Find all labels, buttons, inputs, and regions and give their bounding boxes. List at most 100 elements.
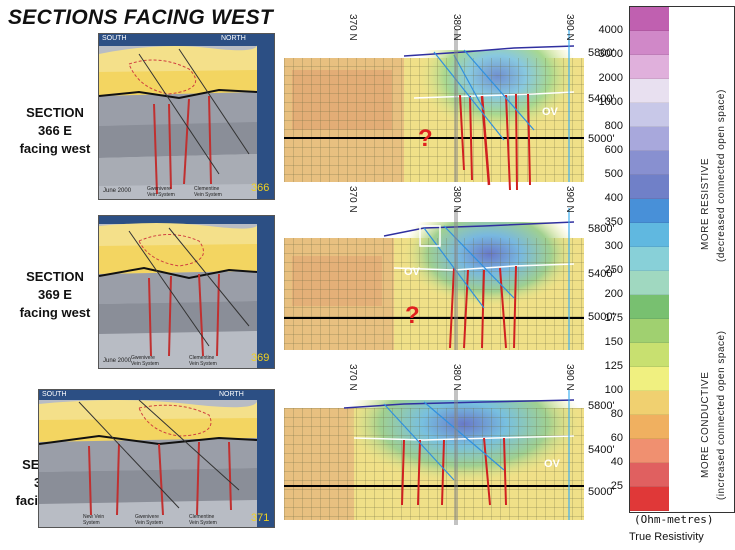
northing-label: 390 N bbox=[564, 186, 575, 213]
legend-swatch bbox=[630, 7, 669, 31]
thumb-date: June 2000 bbox=[103, 188, 132, 194]
northing-label: 370 N bbox=[347, 14, 358, 41]
thumb-south-label: SOUTH bbox=[102, 35, 127, 42]
legend-swatch bbox=[630, 271, 669, 295]
ov-marker: OV bbox=[544, 458, 560, 470]
legend-swatch bbox=[630, 463, 669, 487]
legend-value: 100 bbox=[604, 384, 623, 396]
resistivity-section-369 bbox=[284, 208, 584, 350]
thumb-date: June 2000 bbox=[103, 358, 132, 364]
section-label-line1: SECTION bbox=[26, 269, 84, 284]
elevation-label: 5800' bbox=[588, 47, 615, 59]
section-label-369: SECTION 369 E facing west bbox=[12, 268, 98, 322]
resistive-label-1: MORE RESISTIVE bbox=[700, 157, 711, 250]
legend-value: 40 bbox=[610, 456, 623, 468]
thumb-vein-label: New Vein System bbox=[83, 514, 105, 526]
northing-label: 380 N bbox=[451, 186, 462, 213]
legend-title: True Resistivity bbox=[629, 531, 704, 543]
conductive-label-1: MORE CONDUCTIVE bbox=[700, 371, 711, 478]
legend-swatch bbox=[630, 295, 669, 319]
geology-thumbnail-371: SOUTH NORTH New Vein System Gwenivere Ve… bbox=[38, 389, 275, 528]
northing-label: 390 N bbox=[564, 364, 575, 391]
thumb-north-label: NORTH bbox=[221, 35, 246, 42]
legend-value: 1000 bbox=[598, 96, 623, 108]
resistive-label-2: (decreased connected open space) bbox=[716, 89, 727, 262]
legend-value: 600 bbox=[604, 144, 623, 156]
thumb-number: 369 bbox=[251, 352, 270, 364]
legend-swatch bbox=[630, 175, 669, 199]
legend-value: 350 bbox=[604, 216, 623, 228]
thumb-number: 371 bbox=[251, 512, 270, 524]
legend-swatch bbox=[630, 199, 669, 223]
elevation-label: 5400' bbox=[588, 444, 615, 456]
section-label-366: SECTION 366 E facing west bbox=[12, 104, 98, 158]
legend-value: 250 bbox=[604, 264, 623, 276]
legend-swatch bbox=[630, 103, 669, 127]
ov-marker: OV bbox=[404, 266, 420, 278]
geology-section-drawing bbox=[39, 390, 274, 527]
section-label-line1: SECTION bbox=[26, 105, 84, 120]
legend-swatch bbox=[630, 319, 669, 343]
legend-swatch bbox=[630, 55, 669, 79]
legend-value: 2000 bbox=[598, 72, 623, 84]
legend-value: 175 bbox=[604, 312, 623, 324]
section-label-line3: facing west bbox=[19, 141, 91, 156]
legend-value: 25 bbox=[610, 480, 623, 492]
legend-swatch bbox=[630, 415, 669, 439]
resistivity-section-371 bbox=[284, 390, 584, 525]
question-marker: ? bbox=[405, 302, 420, 329]
northing-label: 370 N bbox=[347, 364, 358, 391]
northing-label: 380 N bbox=[451, 364, 462, 391]
elevation-label: 5000' bbox=[588, 486, 615, 498]
thumb-vein-label: Gwenivere Vein System bbox=[147, 186, 175, 198]
question-marker: ? bbox=[418, 125, 433, 152]
legend-swatch bbox=[630, 367, 669, 391]
legend-value: 300 bbox=[604, 240, 623, 252]
northing-label: 380 N bbox=[451, 14, 462, 41]
thumb-south-label: SOUTH bbox=[42, 391, 67, 398]
legend-swatch bbox=[630, 223, 669, 247]
legend-swatch bbox=[630, 151, 669, 175]
resistivity-section-366 bbox=[284, 30, 584, 190]
thumb-number: 366 bbox=[251, 182, 270, 194]
geology-thumbnail-369: June 2000 Gwenivere Vein System Clementi… bbox=[98, 215, 275, 369]
legend-value: 60 bbox=[610, 432, 623, 444]
thumb-north-label: NORTH bbox=[219, 391, 244, 398]
legend-value: 200 bbox=[604, 288, 623, 300]
legend-value: 800 bbox=[604, 120, 623, 132]
legend-value: 4000 bbox=[598, 24, 623, 36]
section-label-line3: facing west bbox=[19, 305, 91, 320]
legend-value: 3000 bbox=[598, 48, 623, 60]
legend-swatch bbox=[630, 391, 669, 415]
geology-section-drawing bbox=[99, 34, 274, 199]
legend-swatch bbox=[630, 31, 669, 55]
elevation-label: 5800' bbox=[588, 223, 615, 235]
legend-color-bar bbox=[630, 7, 669, 511]
thumb-vein-label: Gwenivere Vein System bbox=[131, 355, 159, 367]
thumb-vein-label: Gwenivere Vein System bbox=[135, 514, 163, 526]
geology-section-drawing bbox=[99, 216, 274, 368]
legend-value: 500 bbox=[604, 168, 623, 180]
conductive-label-2: (increased connected open space) bbox=[716, 330, 727, 500]
legend-swatch bbox=[630, 127, 669, 151]
legend-swatch bbox=[630, 343, 669, 367]
page-title: SECTIONS FACING WEST bbox=[8, 6, 274, 29]
elevation-label: 5000' bbox=[588, 311, 615, 323]
section-label-line2: 369 E bbox=[38, 287, 72, 302]
geology-thumbnail-366: SOUTH NORTH June 2000 Gwenivere Vein Sys… bbox=[98, 33, 275, 200]
legend-value: 150 bbox=[604, 336, 623, 348]
elevation-label: 5000' bbox=[588, 133, 615, 145]
legend-swatch bbox=[630, 487, 669, 511]
legend-units: (Ohm-metres) bbox=[634, 513, 714, 526]
elevation-label: 5400' bbox=[588, 268, 615, 280]
section-label-line2: 366 E bbox=[38, 123, 72, 138]
thumb-vein-label: Clementine Vein System bbox=[189, 355, 217, 367]
legend-value: 125 bbox=[604, 360, 623, 372]
northing-label: 390 N bbox=[564, 14, 575, 41]
thumb-vein-label: Clementine Vein System bbox=[189, 514, 217, 526]
northing-label: 370 N bbox=[347, 186, 358, 213]
elevation-label: 5400' bbox=[588, 93, 615, 105]
legend-value: 80 bbox=[610, 408, 623, 420]
thumb-vein-label: Clementine Vein System bbox=[194, 186, 222, 198]
elevation-label: 5800' bbox=[588, 400, 615, 412]
